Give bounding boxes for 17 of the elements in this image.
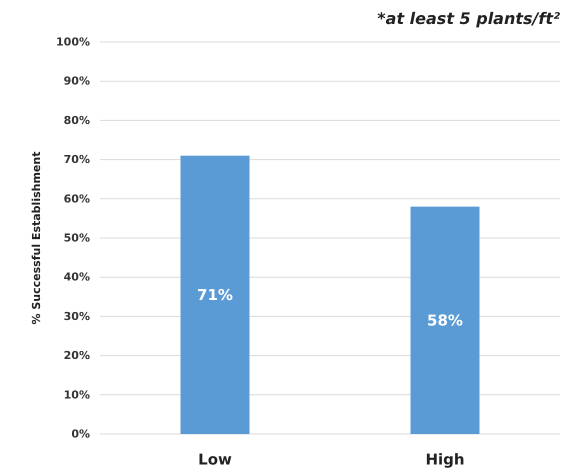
y-tick-label: 80% [64, 114, 90, 127]
y-tick-label: 30% [64, 310, 90, 323]
data-label: 71% [197, 286, 233, 304]
y-tick-label: 100% [56, 36, 90, 49]
chart-title: *at least 5 plants/ft² [377, 9, 560, 28]
y-axis-title: % Successful Establishment [30, 152, 43, 324]
y-tick-label: 10% [64, 388, 90, 402]
y-tick-label: 40% [64, 270, 90, 284]
y-tick-label: 70% [64, 153, 90, 166]
y-tick-label: 0% [71, 428, 90, 441]
x-tick-label: Low [198, 450, 232, 469]
y-tick-label: 60% [64, 192, 90, 206]
y-tick-label: 90% [64, 74, 90, 88]
x-tick-label: High [425, 450, 465, 469]
data-label: 58% [427, 311, 463, 330]
y-tick-label: 50% [64, 232, 90, 245]
y-tick-label: 20% [64, 349, 90, 362]
